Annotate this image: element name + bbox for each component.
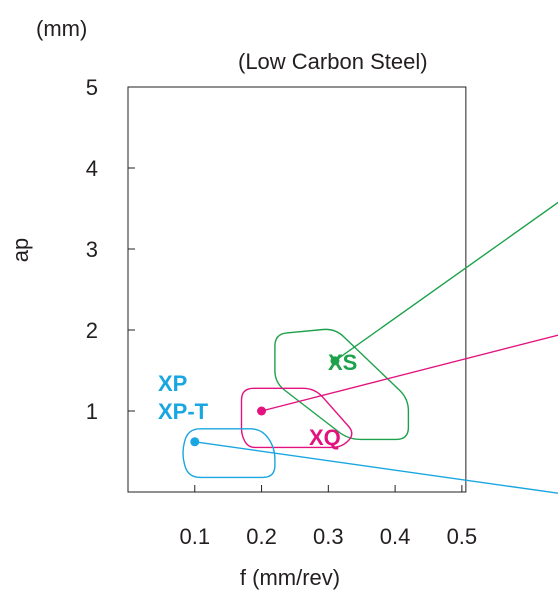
leader-lines	[194, 201, 558, 494]
y-tick-label: 4	[86, 156, 98, 181]
label-xp: XP	[158, 371, 187, 396]
leader-line-xp	[194, 441, 558, 494]
plot-area-frame	[127, 86, 467, 493]
x-tick-label: 0.2	[246, 524, 277, 549]
y-unit-label: (mm)	[36, 16, 87, 41]
region-xp	[182, 428, 276, 479]
x-axis-label: f (mm/rev)	[240, 565, 340, 590]
region-xs	[274, 328, 410, 441]
y-axis-label: ap	[8, 238, 33, 262]
label-xp: XP-T	[158, 399, 209, 424]
y-tick-label: 5	[86, 75, 98, 100]
x-tick-label: 0.1	[179, 524, 210, 549]
leader-line-xq	[261, 334, 558, 412]
y-tick-label: 3	[86, 237, 98, 262]
grade-labels: XS XQ XP XP-T	[158, 350, 357, 450]
chart-title: (Low Carbon Steel)	[238, 49, 428, 74]
point-xs	[330, 356, 340, 366]
grade-points	[190, 356, 340, 447]
grade-regions	[182, 328, 410, 479]
axis-ticks: 1 2 3 4 5 0.1 0.2 0.3 0.4 0.5	[86, 75, 477, 549]
y-tick-label: 1	[86, 399, 98, 424]
x-tick-label: 0.5	[447, 524, 478, 549]
y-tick-label: 2	[86, 318, 98, 343]
label-xq: XQ	[309, 425, 341, 450]
point-xp	[190, 437, 200, 447]
x-tick-label: 0.4	[380, 524, 411, 549]
leader-line-xs	[334, 201, 558, 362]
x-tick-label: 0.3	[313, 524, 344, 549]
point-xq	[257, 406, 267, 416]
region-xq	[240, 387, 353, 449]
label-xs: XS	[328, 350, 357, 375]
